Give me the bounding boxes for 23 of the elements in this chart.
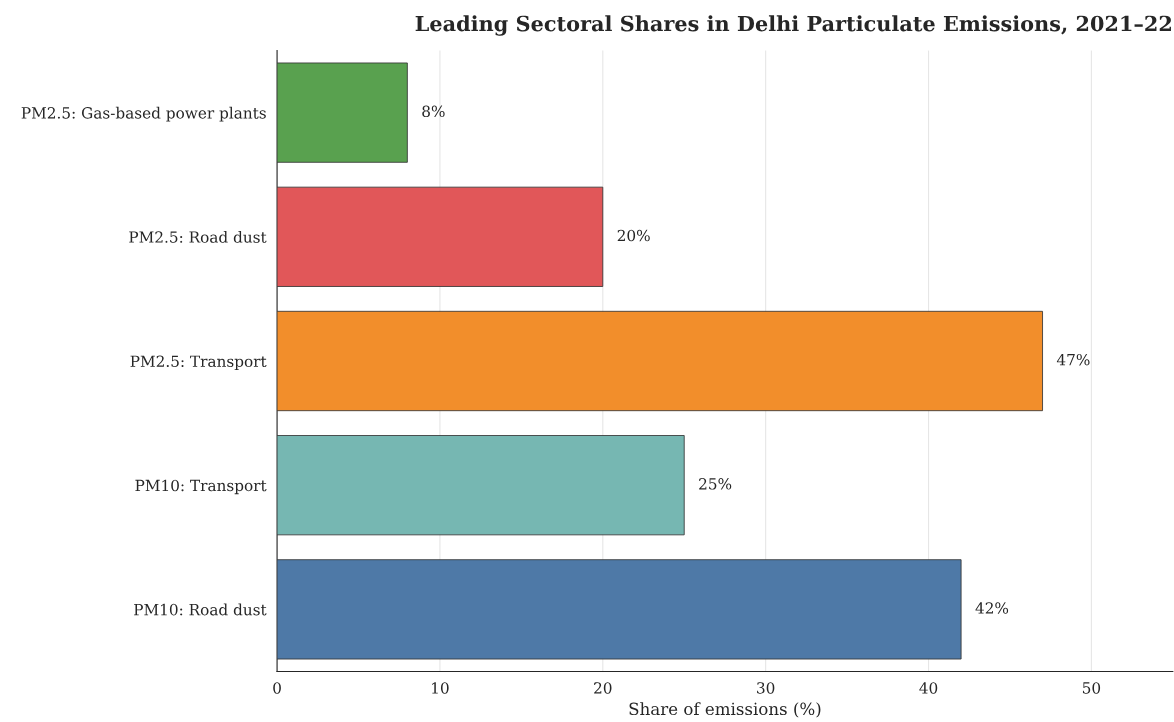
y-tick-label: PM2.5: Road dust <box>129 231 267 243</box>
bar <box>277 186 604 287</box>
x-tick-label: 20 <box>594 682 612 694</box>
data-label: 42% <box>975 602 1009 614</box>
data-label: 20% <box>617 229 650 242</box>
y-tick-label: PM2.5: Gas-based power plants <box>21 106 266 122</box>
x-tick-label: 50 <box>1082 682 1101 694</box>
x-axis-title: Share of emissions (%) <box>629 702 821 718</box>
bar <box>277 559 962 660</box>
y-tick-label: PM10: Transport <box>135 479 267 495</box>
y-tick-label: PM2.5: Transport <box>130 355 267 370</box>
data-label: 47% <box>1056 353 1090 366</box>
y-tick-label: PM10: Road dust <box>134 603 267 616</box>
bar <box>277 435 685 536</box>
bar <box>277 62 408 163</box>
x-tick-label: 10 <box>432 682 449 694</box>
data-label: 8% <box>422 105 445 118</box>
data-label: 25% <box>699 478 732 490</box>
bar <box>277 310 1043 412</box>
x-tick-label: 30 <box>757 682 775 694</box>
x-tick-label: 40 <box>919 682 938 694</box>
chart-title: Leading Sectoral Shares in Delhi Particulate Emissions, 2021–22 <box>415 15 1171 36</box>
x-tick-label: 0 <box>273 682 281 694</box>
